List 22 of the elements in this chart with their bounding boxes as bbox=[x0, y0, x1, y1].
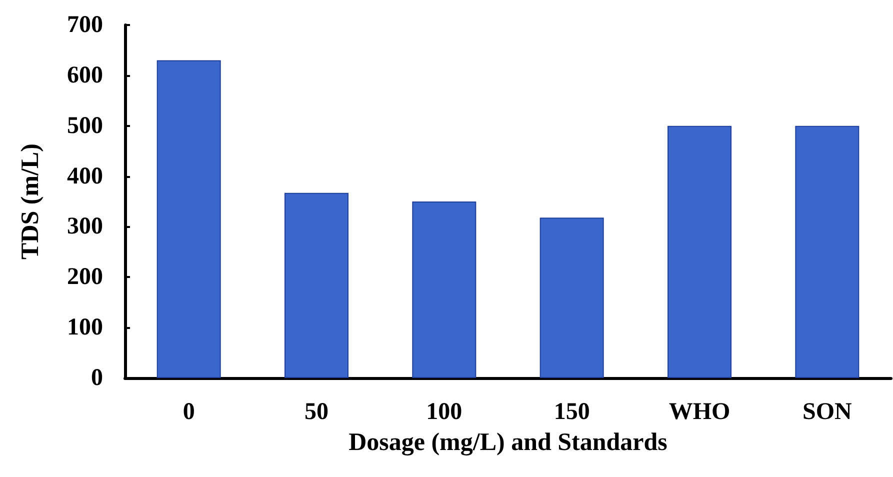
x-axis-title: Dosage (mg/L) and Standards bbox=[348, 429, 668, 456]
bar bbox=[284, 192, 348, 378]
x-tick-label: 0 bbox=[182, 399, 195, 425]
y-tick-label: 500 bbox=[67, 112, 103, 139]
bar bbox=[540, 218, 604, 378]
y-tick-label: 200 bbox=[67, 264, 103, 290]
y-axis-title: TDS (m/L) bbox=[17, 144, 44, 260]
y-tick-label: 100 bbox=[67, 314, 103, 341]
x-tick-label: 50 bbox=[304, 399, 328, 425]
x-tick-label: 150 bbox=[554, 399, 590, 425]
y-tick-label: 300 bbox=[67, 214, 103, 240]
x-tick-label: SON bbox=[802, 399, 853, 425]
x-tick-label: WHO bbox=[668, 399, 730, 425]
y-tick-label: 400 bbox=[67, 163, 103, 190]
y-tick-label: 700 bbox=[67, 12, 103, 38]
bar bbox=[668, 126, 732, 378]
bar bbox=[795, 126, 860, 378]
y-tick-label: 0 bbox=[91, 365, 103, 391]
y-tick-label: 600 bbox=[67, 62, 103, 88]
bar bbox=[156, 60, 221, 378]
x-tick-label: 100 bbox=[426, 399, 462, 425]
bar bbox=[412, 202, 476, 378]
